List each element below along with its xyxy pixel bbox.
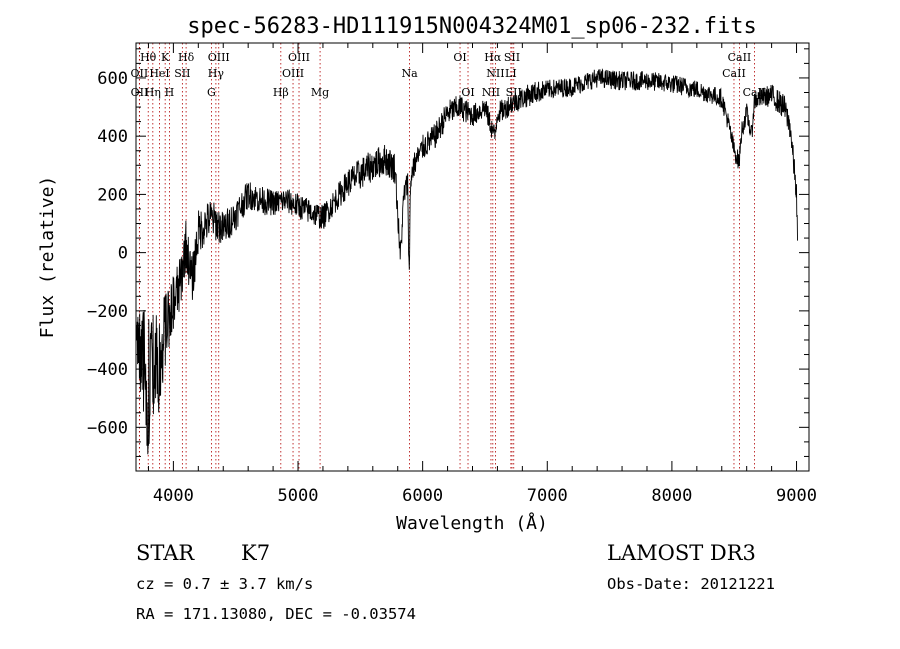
line-label-10: Hγ [208,67,225,80]
line-label-24: SII [506,86,522,99]
line-label-9: G [207,86,216,99]
line-label-17: OI [453,51,466,64]
line-label-7: SII [174,67,190,80]
chart-title: spec-56283-HD111915N004324M01_sp06-232.f… [187,14,757,39]
line-label-14: OIII [288,51,310,64]
y-tick-label: 0 [118,244,128,264]
line-label-11: OIII [208,51,230,64]
y-tick-label: −400 [87,360,128,380]
observation-date: Obs-Date: 20121221 [607,575,775,593]
survey-name: LAMOST DR3 [607,541,756,565]
line-label-0: Hθ [140,51,157,64]
x-tick-label: 7000 [527,486,568,506]
x-tick-label: 6000 [402,486,443,506]
line-label-25: CaII [722,67,746,80]
line-label-12: Hβ [273,86,289,99]
line-label-5: K [161,51,170,64]
y-tick-label: −200 [87,302,128,322]
x-axis: 4000 5000 6000 7000 8000 9000 [147,43,817,506]
x-axis-label: Wavelength (Å) [396,512,548,534]
line-label-16: Na [401,67,418,80]
line-label-15: Mg [311,86,329,99]
line-label-23: LI [505,67,517,80]
object-class: STAR [136,541,195,565]
y-tick-label: 600 [97,69,128,89]
y-axis: −600 −400 −200 0 200 400 600 [87,48,809,457]
coordinates: RA = 171.13080, DEC = -0.03574 [136,605,416,623]
line-label-4: HeI [149,67,169,80]
line-label-3: Hη [145,86,161,99]
y-tick-label: −600 [87,418,128,438]
y-tick-label: 200 [97,185,128,205]
plot-frame [135,42,810,472]
x-tick-label: 4000 [153,486,194,506]
y-axis-label: Flux (relative) [37,176,58,339]
line-label-21: NII [486,67,504,80]
line-label-13: OIII [282,67,304,80]
line-label-6: H [165,86,175,99]
line-label-26: CaII [728,51,752,64]
flux-series-line [135,68,799,455]
y-tick-label: 400 [97,127,128,147]
object-subclass: K7 [241,541,270,565]
line-label-20: Hα [484,51,502,64]
x-tick-label: 8000 [651,486,692,506]
line-label-22: SII [504,51,520,64]
x-tick-label: 5000 [278,486,319,506]
redshift-velocity: cz = 0.7 ± 3.7 km/s [136,575,313,593]
spectral-line-labels: HθOIIOIIHηHeIKHSIIHδGHγOIIIHβOIIIOIIIMgN… [131,51,767,99]
line-label-19: NII [482,86,500,99]
x-tick-label: 9000 [776,486,817,506]
line-label-1: OII [131,67,149,80]
line-label-8: Hδ [178,51,195,64]
line-label-18: OI [461,86,474,99]
